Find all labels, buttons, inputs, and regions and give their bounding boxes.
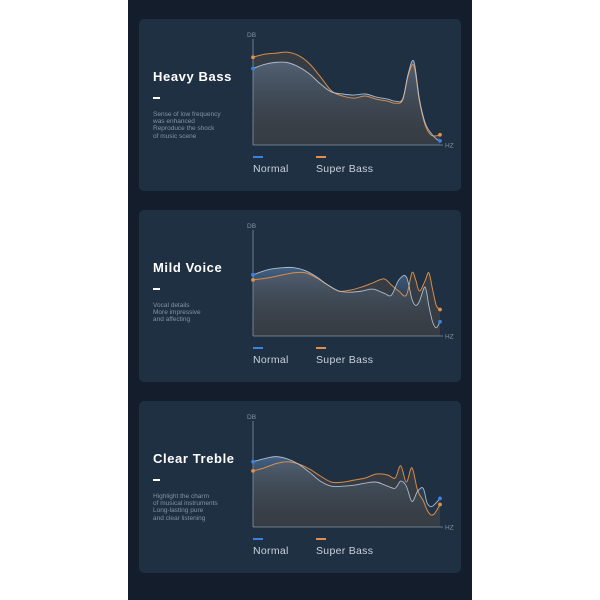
y-axis-label: DB <box>247 414 256 421</box>
card-title: Clear Treble <box>153 451 235 466</box>
series-line-normal <box>252 59 441 142</box>
super-bass-start-point <box>251 469 255 473</box>
title-dash <box>153 97 160 99</box>
normal-end-point <box>438 139 442 143</box>
legend-label: Super Bass <box>316 354 374 366</box>
description-line: of musical instruments <box>153 500 218 508</box>
super-bass-start-point <box>251 55 255 60</box>
legend-label: Normal <box>253 163 289 175</box>
card-title: Heavy Bass <box>153 69 232 84</box>
title-dash <box>153 288 160 290</box>
normal-area <box>253 267 440 336</box>
description-line: Vocal details <box>153 302 190 309</box>
x-axis-label: HZ <box>445 143 454 150</box>
series-line-super-bass <box>252 461 441 516</box>
normal-area <box>253 456 440 527</box>
frequency-response-chart: DB HZ <box>247 414 454 532</box>
description-line: Reproduce the shock <box>153 125 215 133</box>
y-axis-label: DB <box>247 32 256 39</box>
normal-start-point <box>251 272 255 277</box>
x-axis-label: HZ <box>445 525 454 532</box>
series-line-super-bass <box>252 51 441 137</box>
title-dash <box>153 479 160 481</box>
super-bass-end-point <box>438 132 442 137</box>
eq-card-mild-voice: Mild Voice Vocal details More impressive an… <box>139 210 461 382</box>
normal-end-point <box>438 319 442 324</box>
description-line: and affecting <box>153 316 191 324</box>
description-line: was enhanced <box>153 118 195 126</box>
card-title: Mild Voice <box>153 260 223 275</box>
legend-swatch <box>253 538 263 540</box>
super-bass-area <box>253 52 440 145</box>
legend-swatch <box>316 538 326 540</box>
frequency-response-chart: DB HZ <box>247 223 454 341</box>
frequency-response-chart: DB HZ <box>247 32 454 150</box>
normal-start-point <box>251 459 255 464</box>
description-line: and clear listening <box>153 514 206 522</box>
super-bass-area <box>253 272 440 336</box>
super-bass-end-point <box>438 307 442 312</box>
eq-card-heavy-bass: Heavy Bass Sense of low frequency was enha… <box>139 19 461 191</box>
eq-card-clear-treble: Clear Treble Highlight the charm of musica… <box>139 401 461 573</box>
super-bass-start-point <box>251 278 255 282</box>
card-description: Highlight the charm of musical instrument… <box>153 493 237 522</box>
legend-label: Super Bass <box>316 545 374 557</box>
description-line: More impressive <box>153 309 201 317</box>
description-line: Sense of low frequency <box>153 111 221 118</box>
description-line: Long-lasting pure <box>153 507 204 515</box>
card-description: Sense of low frequency was enhanced Reprod… <box>153 111 237 140</box>
x-axis-label: HZ <box>445 334 454 341</box>
legend-label: Normal <box>253 545 289 557</box>
legend-swatch <box>253 347 263 349</box>
super-bass-end-point <box>438 502 442 507</box>
series-line-normal <box>252 456 441 508</box>
normal-start-point <box>251 66 255 71</box>
description-line: of music scene <box>153 132 197 140</box>
series-line-super-bass <box>252 271 441 310</box>
series-line-normal <box>252 266 441 329</box>
legend-swatch <box>316 347 326 349</box>
super-bass-area <box>253 461 440 527</box>
normal-area <box>253 60 440 145</box>
y-axis-label: DB <box>247 223 256 230</box>
normal-end-point <box>438 496 442 501</box>
legend-label: Normal <box>253 354 289 366</box>
legend-label: Super Bass <box>316 163 374 175</box>
legend-swatch <box>253 156 263 158</box>
card-description: Vocal details More impressive and affectin… <box>153 302 237 324</box>
description-line: Highlight the charm <box>153 493 209 500</box>
legend-swatch <box>316 156 326 158</box>
